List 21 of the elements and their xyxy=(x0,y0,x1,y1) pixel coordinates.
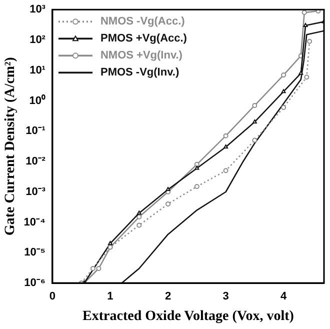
x-tick-label: 4 xyxy=(280,290,288,303)
y-tick-label: 10⁻⁶ xyxy=(24,277,46,290)
legend-label: NMOS +Vg(Inv.) xyxy=(100,50,183,62)
y-tick-label: 10⁻² xyxy=(26,156,46,168)
y-tick-label: 10⁻⁴ xyxy=(24,216,46,228)
y-tick-label: 10² xyxy=(30,34,46,46)
x-axis-title: Extracted Oxide Voltage (Vox, volt) xyxy=(82,309,294,324)
y-tick-label: 10⁰ xyxy=(29,94,46,107)
x-tick-label: 3 xyxy=(222,290,229,303)
y-axis-title: Gate Current Density (A/cm²) xyxy=(3,56,18,236)
y-tick-label: 10⁻⁵ xyxy=(24,246,46,259)
legend-label: PMOS +Vg(Acc.) xyxy=(100,32,188,45)
x-tick-label: 0 xyxy=(49,290,56,303)
x-tick-label: 1 xyxy=(107,290,114,303)
y-tick-label: 10⁻³ xyxy=(26,186,46,198)
y-tick-label: 10³ xyxy=(30,4,46,16)
y-tick-label: 10¹ xyxy=(30,64,46,76)
y-tick-label: 10⁻¹ xyxy=(26,125,46,138)
x-tick-label: 2 xyxy=(164,290,172,303)
legend-label: PMOS -Vg(Inv.) xyxy=(100,66,180,79)
legend-label: NMOS -Vg(Acc.) xyxy=(100,16,186,28)
